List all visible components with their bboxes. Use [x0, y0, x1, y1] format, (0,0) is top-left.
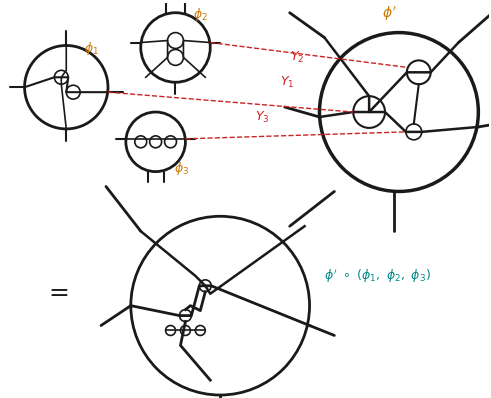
Text: $=$: $=$ — [44, 279, 69, 303]
Text: $Y_1$: $Y_1$ — [280, 75, 294, 90]
Text: $Y_2$: $Y_2$ — [290, 50, 304, 65]
Text: $\phi'$: $\phi'$ — [382, 4, 396, 23]
Text: $\phi'\ \circ\ (\phi_1,\ \phi_2,\ \phi_3)$: $\phi'\ \circ\ (\phi_1,\ \phi_2,\ \phi_3… — [325, 267, 432, 285]
Text: $\phi_3$: $\phi_3$ — [173, 160, 189, 177]
Text: $\phi_2$: $\phi_2$ — [193, 6, 208, 23]
Text: $Y_3$: $Y_3$ — [255, 109, 270, 125]
Text: $\phi_1$: $\phi_1$ — [84, 41, 99, 57]
